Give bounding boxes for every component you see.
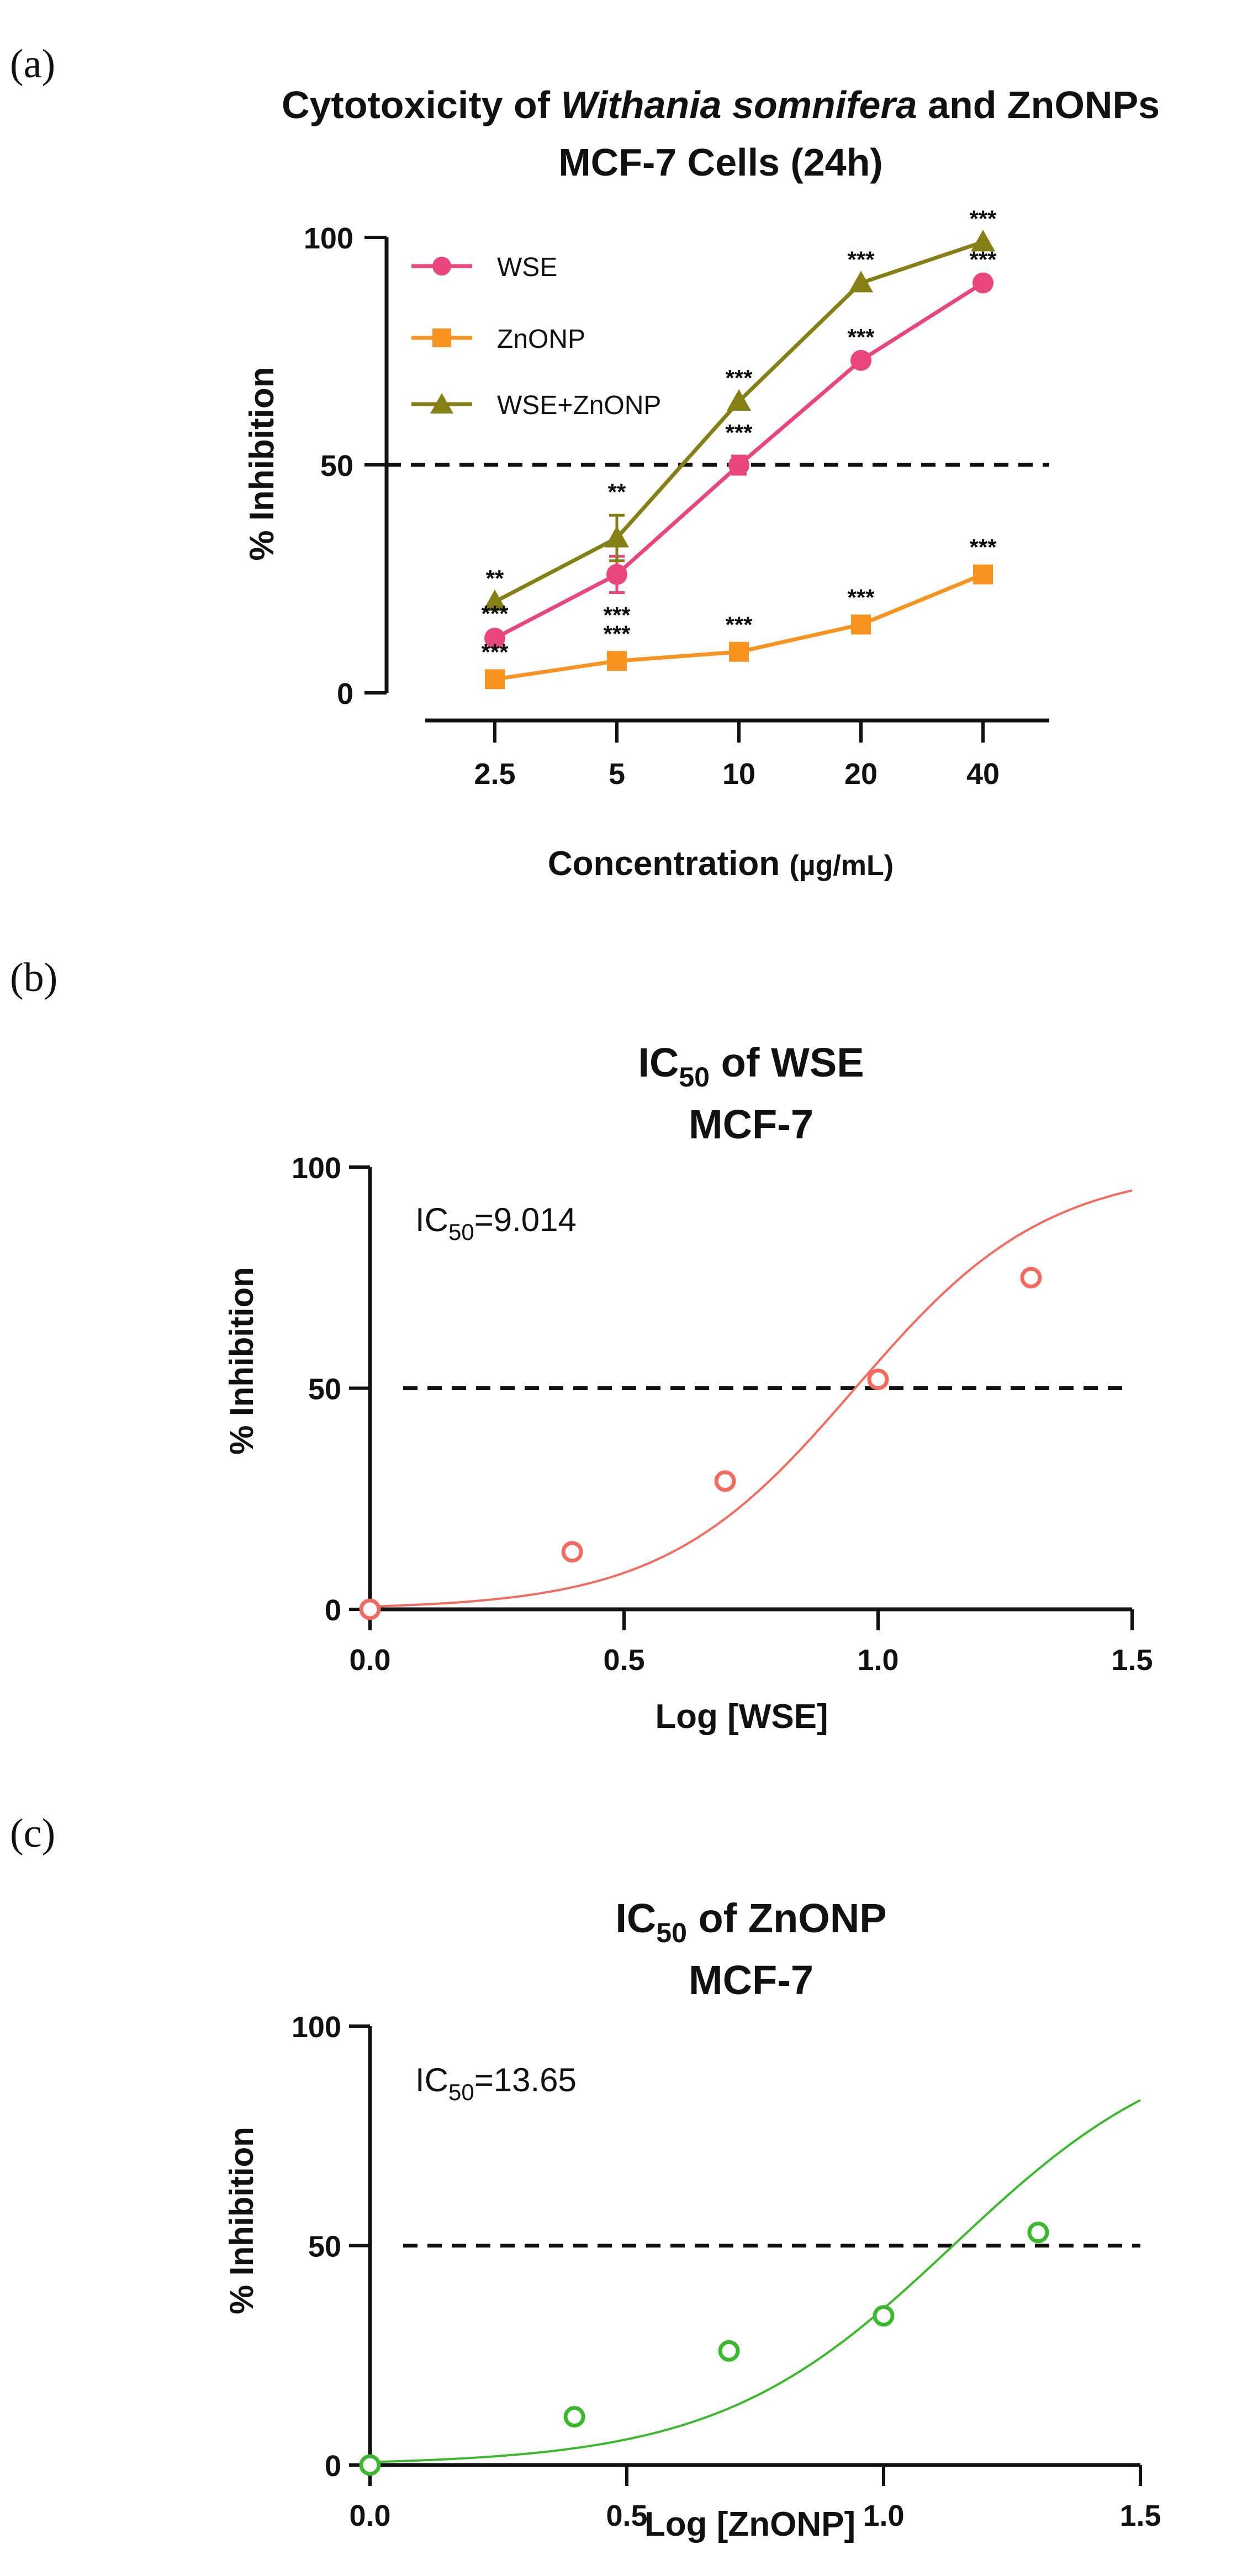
legend-marker-wse: [432, 257, 451, 275]
chart-a-xtick-label: 40: [966, 757, 1000, 791]
chart-a-legend: WSE ZnONP WSE+ZnONP: [411, 253, 661, 420]
chart-b-x-label: Log [WSE]: [655, 1698, 828, 1736]
chart-a-subtitle: MCF-7 Cells (24h): [558, 141, 882, 184]
data-point-wse-znonp: [727, 389, 751, 411]
chart-c-ytick-label: 50: [308, 2230, 341, 2264]
data-point-wse: [606, 564, 627, 585]
chart-c-data-point: [1027, 2222, 1049, 2244]
chart-b-y-label: % Inhibition: [223, 1267, 260, 1455]
chart-c-xtick-label: 0.0: [349, 2499, 390, 2532]
chart-b-title: IC50 of WSE: [638, 1040, 864, 1093]
data-point-wse: [484, 628, 505, 649]
data-point-wse: [728, 454, 749, 476]
data-point-wse: [850, 349, 871, 371]
data-point-znonp: [729, 642, 749, 662]
legend-label-wse-znonp: WSE+ZnONP: [497, 391, 661, 420]
data-point-wse-znonp: [849, 271, 873, 293]
chart-c-ytick-label: 0: [325, 2450, 341, 2483]
data-point-wse-znonp: [483, 590, 507, 611]
chart-b-data-point: [1020, 1266, 1042, 1289]
significance-label-znonp: ***: [847, 584, 875, 610]
chart-a-data-layer: *** ****************** *******************…: [481, 205, 997, 690]
significance-label-znonp: ***: [481, 639, 509, 665]
panel-a: (a) Cytotoxicity of Withania somnifera a…: [10, 41, 1160, 883]
chart-c-data-point: [563, 2406, 585, 2428]
chart-b-ytick-label: 100: [292, 1152, 341, 1185]
chart-c-y-label: % Inhibition: [223, 2127, 260, 2314]
panel-label-b: (b): [10, 955, 57, 1000]
chart-b-xtick-label: 1.0: [857, 1644, 899, 1677]
chart-b-ic50-annotation: IC50=9.014: [415, 1201, 577, 1245]
significance-label-wse-znonp: **: [608, 479, 626, 505]
chart-a-y-label: % Inhibition: [243, 367, 281, 560]
legend-marker-znonp: [432, 328, 451, 347]
panel-label-a: (a): [10, 41, 55, 87]
chart-c-title: IC50 of ZnONP: [615, 1895, 886, 1948]
chart-a-x-label: Concentration (µg/mL): [548, 845, 894, 883]
chart-c-fit-curve: [369, 2099, 1141, 2463]
chart-b-data-point: [867, 1368, 889, 1390]
chart-b-plot-area: 0 50 100 0.0 0.5 1.0 1.5: [292, 1152, 1153, 1677]
data-point-wse: [973, 272, 993, 294]
significance-label-wse: ***: [725, 420, 753, 446]
significance-label-wse-znonp: **: [486, 565, 504, 591]
chart-c-x-label: Log [ZnONP]: [644, 2505, 855, 2543]
chart-b-xtick-label: 1.5: [1111, 1644, 1153, 1677]
data-point-znonp: [485, 669, 505, 690]
legend-label-wse: WSE: [497, 253, 557, 282]
significance-label-znonp: ***: [603, 621, 631, 646]
chart-c-xtick-label: 1.0: [863, 2499, 904, 2532]
chart-a-ytick-label: 0: [337, 677, 353, 711]
chart-c-subtitle: MCF-7: [689, 1957, 813, 2003]
significance-label-znonp: ***: [725, 612, 753, 638]
significance-label-wse-znonp: ***: [847, 247, 875, 273]
chart-b-fit-curve: [369, 1189, 1133, 1608]
chart-c-ic50-annotation: IC50=13.65: [415, 2061, 577, 2105]
chart-b-data-point: [714, 1470, 736, 1492]
chart-b-ytick-label: 0: [325, 1594, 341, 1627]
chart-a-title: Cytotoxicity of Withania somnifera and Z…: [282, 83, 1160, 126]
significance-label-wse: ***: [481, 601, 509, 627]
panel-label-c: (c): [10, 1811, 55, 1856]
panel-b: (b) IC50 of WSE MCF-7 % Inhibition Log […: [10, 955, 1153, 1736]
chart-c-data-point: [873, 2305, 895, 2327]
panel-c: (c) IC50 of ZnONP MCF-7 % Inhibition Log…: [10, 1811, 1161, 2543]
significance-label-wse: ***: [603, 602, 631, 628]
significance-label-znonp: ***: [969, 534, 997, 560]
legend-label-znonp: ZnONP: [497, 325, 585, 354]
chart-b-xtick-label: 0.5: [603, 1644, 644, 1677]
chart-a-ytick-label: 100: [304, 222, 353, 255]
chart-b-xtick-label: 0.0: [349, 1644, 390, 1677]
chart-c-xtick-label: 0.5: [606, 2499, 647, 2532]
chart-c-xtick-label: 1.5: [1119, 2499, 1161, 2532]
chart-c-data-point: [718, 2340, 740, 2362]
chart-c-plot-area: 0 50 100 0.0 0.5 1.0 1.5: [292, 2011, 1161, 2532]
chart-a-xtick-label: 5: [609, 757, 625, 791]
significance-label-wse: ***: [847, 324, 875, 350]
chart-c-data-point: [359, 2454, 381, 2476]
legend-marker-wse-znonp: [430, 393, 453, 414]
data-point-znonp: [973, 564, 993, 585]
data-point-znonp: [607, 651, 627, 671]
significance-label-wse-znonp: ***: [969, 205, 997, 231]
chart-c-ytick-label: 100: [292, 2011, 341, 2044]
data-point-znonp: [851, 614, 871, 635]
chart-a-xtick-label: 20: [844, 757, 878, 791]
chart-a-xtick-label: 2.5: [474, 757, 515, 791]
chart-a-ytick-label: 50: [320, 449, 353, 483]
chart-a-xtick-label: 10: [722, 757, 755, 791]
chart-b-subtitle: MCF-7: [689, 1101, 813, 1147]
chart-b-data-point: [561, 1541, 583, 1563]
data-point-wse-znonp: [971, 230, 995, 252]
significance-label-wse: ***: [969, 247, 997, 273]
significance-label-wse-znonp: ***: [725, 365, 753, 391]
data-point-wse-znonp: [605, 526, 629, 548]
chart-b-data-point: [359, 1598, 381, 1620]
chart-b-ytick-label: 50: [308, 1373, 341, 1406]
